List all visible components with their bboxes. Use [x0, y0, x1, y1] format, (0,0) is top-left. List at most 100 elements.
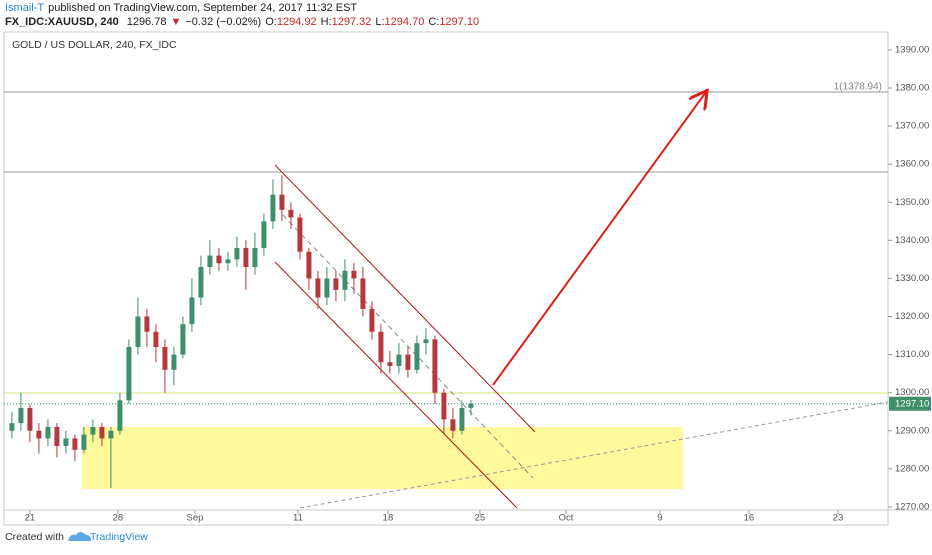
y-tick-label: 1340.00: [895, 235, 929, 246]
y-tick-label: 1290.00: [895, 425, 929, 436]
body: [270, 194, 276, 222]
last-price: 1296.78: [127, 16, 167, 28]
body: [342, 270, 348, 290]
y-tick-label: 1370.00: [895, 121, 929, 132]
y-tick-label: 1350.00: [895, 197, 929, 208]
support-zone: [82, 427, 683, 489]
body: [63, 438, 69, 447]
body: [351, 270, 357, 279]
ohlc-value: 1294.70: [385, 16, 425, 28]
brand-logo: [68, 532, 91, 541]
body: [306, 251, 312, 279]
price-label-box: [889, 396, 931, 411]
body: [234, 247, 240, 260]
candles: [4, 175, 888, 488]
body: [414, 343, 420, 370]
body: [252, 247, 258, 268]
body: [243, 247, 249, 268]
footer-brand[interactable]: TradingView: [90, 531, 148, 543]
body: [423, 339, 429, 344]
symbol-line: FX_IDC:XAUUSD, 240 1296.78 ▼ −0.32 (−0.02%)…: [5, 16, 479, 28]
ohlc-value: 1297.32: [332, 16, 372, 28]
body: [27, 407, 33, 431]
channel-middle: [282, 214, 534, 479]
author[interactable]: Ismail-T: [5, 2, 44, 14]
body: [396, 354, 402, 367]
body: [279, 194, 285, 210]
x-tick-label: 21: [25, 513, 36, 524]
y-tick-label: 1300.00: [895, 387, 929, 398]
body: [450, 419, 456, 431]
body: [198, 267, 204, 298]
body: [207, 255, 213, 268]
body: [135, 316, 141, 347]
trendline: [299, 401, 888, 509]
body: [126, 346, 132, 401]
body: [288, 209, 294, 218]
body: [216, 255, 222, 264]
body: [189, 297, 195, 325]
published: published on TradingView.com, September …: [48, 2, 357, 14]
body: [45, 426, 51, 439]
body: [108, 430, 114, 439]
ohlc-value: 1294.92: [277, 16, 317, 28]
ohlc-key: L:: [375, 16, 384, 28]
body: [297, 217, 303, 252]
chart-title: GOLD / US DOLLAR, 240, FX_IDC: [12, 39, 177, 51]
x-tick-label: 18: [383, 513, 394, 524]
projection-arrow: [492, 92, 706, 386]
body: [468, 403, 474, 408]
y-tick-label: 1390.00: [895, 44, 929, 55]
body: [18, 407, 24, 424]
footer-created: Created with: [5, 531, 64, 543]
drawings: [4, 92, 888, 509]
body: [441, 392, 447, 420]
x-tick-label: Oct: [559, 513, 574, 524]
change-arrow: ▼: [170, 16, 181, 28]
body: [81, 434, 87, 450]
y-tick-label: 1380.00: [895, 83, 929, 94]
level-label: 1(1378.94): [834, 82, 882, 93]
body: [360, 278, 366, 309]
body: [324, 278, 330, 298]
y-tick-label: 1270.00: [895, 501, 929, 512]
body: [315, 278, 321, 298]
body: [459, 407, 465, 431]
x-tick-label: Sep: [187, 513, 204, 524]
y-tick-label: 1280.00: [895, 463, 929, 474]
channel-lower: [274, 261, 518, 509]
x-tick-label: 28: [113, 513, 124, 524]
y-tick-label: 1320.00: [895, 311, 929, 322]
body: [36, 430, 42, 439]
body: [405, 354, 411, 370]
body: [180, 324, 186, 355]
ohlc-value: 1297.10: [439, 16, 479, 28]
body: [225, 259, 231, 264]
body: [369, 308, 375, 332]
x-tick-label: 23: [833, 513, 844, 524]
change: −0.32 (−0.02%): [185, 16, 261, 28]
x-tick-label: 16: [744, 513, 755, 524]
body: [99, 426, 105, 439]
body: [162, 346, 168, 370]
x-tick-label: 11: [293, 513, 303, 524]
y-tick-label: 1360.00: [895, 159, 929, 170]
body: [144, 316, 150, 332]
body: [9, 423, 15, 431]
body: [432, 339, 438, 393]
body: [90, 426, 96, 435]
ohlc-key: O:: [265, 16, 277, 28]
x-tick-label: 9: [657, 513, 662, 524]
body: [333, 278, 339, 290]
symbol: FX_IDC:XAUUSD, 240: [5, 16, 119, 28]
body: [171, 354, 177, 370]
body: [261, 221, 267, 248]
x-tick-label: 25: [475, 513, 486, 524]
body: [153, 331, 159, 347]
body: [378, 331, 384, 363]
price-label: 1297.10: [895, 398, 929, 409]
y-tick-label: 1310.00: [895, 349, 929, 360]
ohlc-key: C:: [428, 16, 439, 28]
channel-upper: [274, 164, 536, 433]
